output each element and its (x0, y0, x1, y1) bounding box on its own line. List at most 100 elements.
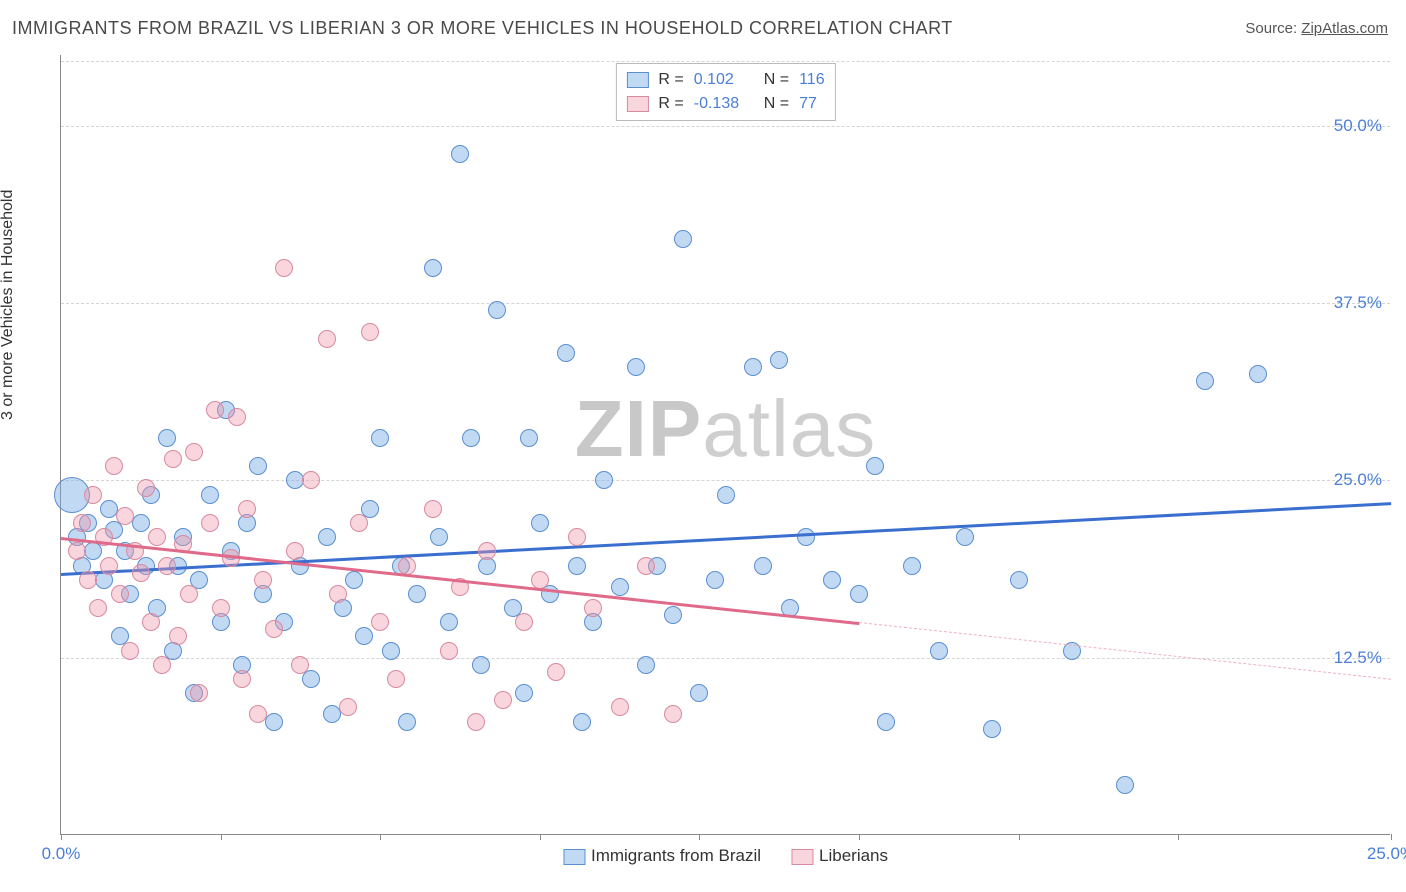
scatter-point (164, 450, 182, 468)
scatter-point (573, 713, 591, 731)
legend-item-2: Liberians (791, 846, 888, 866)
legend-row-series-2: R = -0.138 N = 77 (626, 92, 824, 116)
scatter-point (350, 514, 368, 532)
scatter-point (158, 557, 176, 575)
source-attribution: Source: ZipAtlas.com (1245, 20, 1388, 37)
scatter-point (190, 684, 208, 702)
scatter-point (515, 613, 533, 631)
scatter-point (440, 613, 458, 631)
scatter-point (823, 571, 841, 589)
scatter-point (212, 599, 230, 617)
x-tick (380, 834, 381, 840)
scatter-point (329, 585, 347, 603)
scatter-point (79, 571, 97, 589)
scatter-point (478, 542, 496, 560)
scatter-point (664, 606, 682, 624)
scatter-plot-area: ZIPatlas R = 0.102 N = 116 R = -0.138 N … (60, 55, 1390, 835)
scatter-point (754, 557, 772, 575)
scatter-point (265, 713, 283, 731)
n-value-1: 116 (799, 68, 825, 92)
scatter-point (717, 486, 735, 504)
x-tick (699, 834, 700, 840)
scatter-point (797, 528, 815, 546)
scatter-point (73, 514, 91, 532)
scatter-point (153, 656, 171, 674)
scatter-point (983, 720, 1001, 738)
scatter-point (451, 145, 469, 163)
scatter-point (637, 557, 655, 575)
x-tick (61, 834, 62, 840)
scatter-point (158, 429, 176, 447)
x-tick (221, 834, 222, 840)
scatter-point (206, 401, 224, 419)
scatter-point (611, 698, 629, 716)
source-label: Source: (1245, 20, 1297, 37)
scatter-point (180, 585, 198, 603)
scatter-point (595, 471, 613, 489)
source-link[interactable]: ZipAtlas.com (1301, 20, 1388, 37)
legend-swatch-pink (626, 96, 648, 112)
scatter-point (1196, 372, 1214, 390)
x-tick (859, 834, 860, 840)
legend-row-series-1: R = 0.102 N = 116 (626, 68, 824, 92)
y-tick-label: 25.0% (1334, 470, 1382, 490)
scatter-point (84, 486, 102, 504)
y-tick-label: 37.5% (1334, 293, 1382, 313)
scatter-point (387, 670, 405, 688)
scatter-point (515, 684, 533, 702)
watermark: ZIPatlas (575, 383, 876, 475)
scatter-point (472, 656, 490, 674)
scatter-point (265, 620, 283, 638)
scatter-point (568, 557, 586, 575)
scatter-point (568, 528, 586, 546)
scatter-point (68, 542, 86, 560)
scatter-point (228, 408, 246, 426)
scatter-point (424, 500, 442, 518)
scatter-point (361, 323, 379, 341)
legend-item-1: Immigrants from Brazil (563, 846, 761, 866)
scatter-point (531, 514, 549, 532)
legend-label-2: Liberians (819, 846, 888, 865)
scatter-point (408, 585, 426, 603)
scatter-point (637, 656, 655, 674)
scatter-point (201, 514, 219, 532)
scatter-point (291, 656, 309, 674)
scatter-point (674, 230, 692, 248)
scatter-point (1249, 365, 1267, 383)
scatter-point (371, 429, 389, 447)
trend-line (61, 502, 1391, 575)
y-tick-label: 50.0% (1334, 116, 1382, 136)
scatter-point (440, 642, 458, 660)
scatter-point (557, 344, 575, 362)
scatter-point (169, 627, 187, 645)
scatter-point (121, 642, 139, 660)
scatter-point (249, 457, 267, 475)
scatter-point (371, 613, 389, 631)
scatter-point (611, 578, 629, 596)
scatter-point (238, 500, 256, 518)
watermark-bold: ZIP (575, 384, 702, 473)
gridline (61, 303, 1390, 304)
scatter-point (222, 549, 240, 567)
scatter-point (100, 557, 118, 575)
scatter-point (547, 663, 565, 681)
y-axis-label: 3 or more Vehicles in Household (0, 190, 17, 420)
r-value-1: 0.102 (694, 68, 754, 92)
scatter-point (339, 698, 357, 716)
scatter-point (584, 599, 602, 617)
scatter-point (488, 301, 506, 319)
legend-swatch-blue-2 (563, 849, 585, 865)
scatter-point (424, 259, 442, 277)
scatter-point (148, 528, 166, 546)
scatter-point (744, 358, 762, 376)
gridline (61, 480, 1390, 481)
scatter-point (111, 585, 129, 603)
scatter-point (275, 259, 293, 277)
scatter-point (430, 528, 448, 546)
scatter-point (494, 691, 512, 709)
scatter-point (930, 642, 948, 660)
scatter-point (877, 713, 895, 731)
gridline (61, 61, 1390, 62)
scatter-point (398, 713, 416, 731)
n-label-2: N = (764, 92, 789, 116)
